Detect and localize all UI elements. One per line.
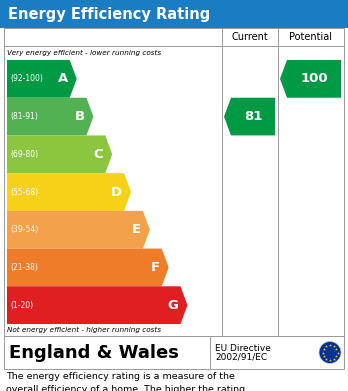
Text: F: F xyxy=(151,261,160,274)
Text: Energy Efficiency Rating: Energy Efficiency Rating xyxy=(8,7,210,22)
Text: (81-91): (81-91) xyxy=(10,112,38,121)
Text: 81: 81 xyxy=(244,110,262,123)
Polygon shape xyxy=(7,135,112,173)
Polygon shape xyxy=(7,98,93,135)
Text: (39-54): (39-54) xyxy=(10,225,38,234)
Text: (92-100): (92-100) xyxy=(10,74,43,83)
FancyBboxPatch shape xyxy=(4,336,344,369)
Text: B: B xyxy=(74,110,85,123)
Text: (69-80): (69-80) xyxy=(10,150,38,159)
Polygon shape xyxy=(7,211,150,249)
Text: E: E xyxy=(132,223,141,236)
Text: Very energy efficient - lower running costs: Very energy efficient - lower running co… xyxy=(7,50,161,56)
Text: (21-38): (21-38) xyxy=(10,263,38,272)
Polygon shape xyxy=(7,286,188,324)
Circle shape xyxy=(319,341,341,364)
Text: G: G xyxy=(168,299,179,312)
Text: The energy efficiency rating is a measure of the
overall efficiency of a home. T: The energy efficiency rating is a measur… xyxy=(6,372,245,391)
Text: Potential: Potential xyxy=(290,32,332,42)
Text: EU Directive: EU Directive xyxy=(215,344,271,353)
Text: Current: Current xyxy=(232,32,268,42)
Text: 2002/91/EC: 2002/91/EC xyxy=(215,352,267,361)
Polygon shape xyxy=(280,60,341,98)
Text: England & Wales: England & Wales xyxy=(9,344,179,362)
Polygon shape xyxy=(224,98,275,135)
FancyBboxPatch shape xyxy=(4,28,344,336)
FancyBboxPatch shape xyxy=(0,0,348,28)
Text: Not energy efficient - higher running costs: Not energy efficient - higher running co… xyxy=(7,327,161,333)
Text: (1-20): (1-20) xyxy=(10,301,33,310)
Text: (55-68): (55-68) xyxy=(10,188,38,197)
Text: A: A xyxy=(57,72,68,85)
Text: 100: 100 xyxy=(300,72,328,85)
Text: C: C xyxy=(94,148,103,161)
Text: D: D xyxy=(111,185,122,199)
Polygon shape xyxy=(7,173,131,211)
Polygon shape xyxy=(7,60,77,98)
Polygon shape xyxy=(7,249,169,286)
